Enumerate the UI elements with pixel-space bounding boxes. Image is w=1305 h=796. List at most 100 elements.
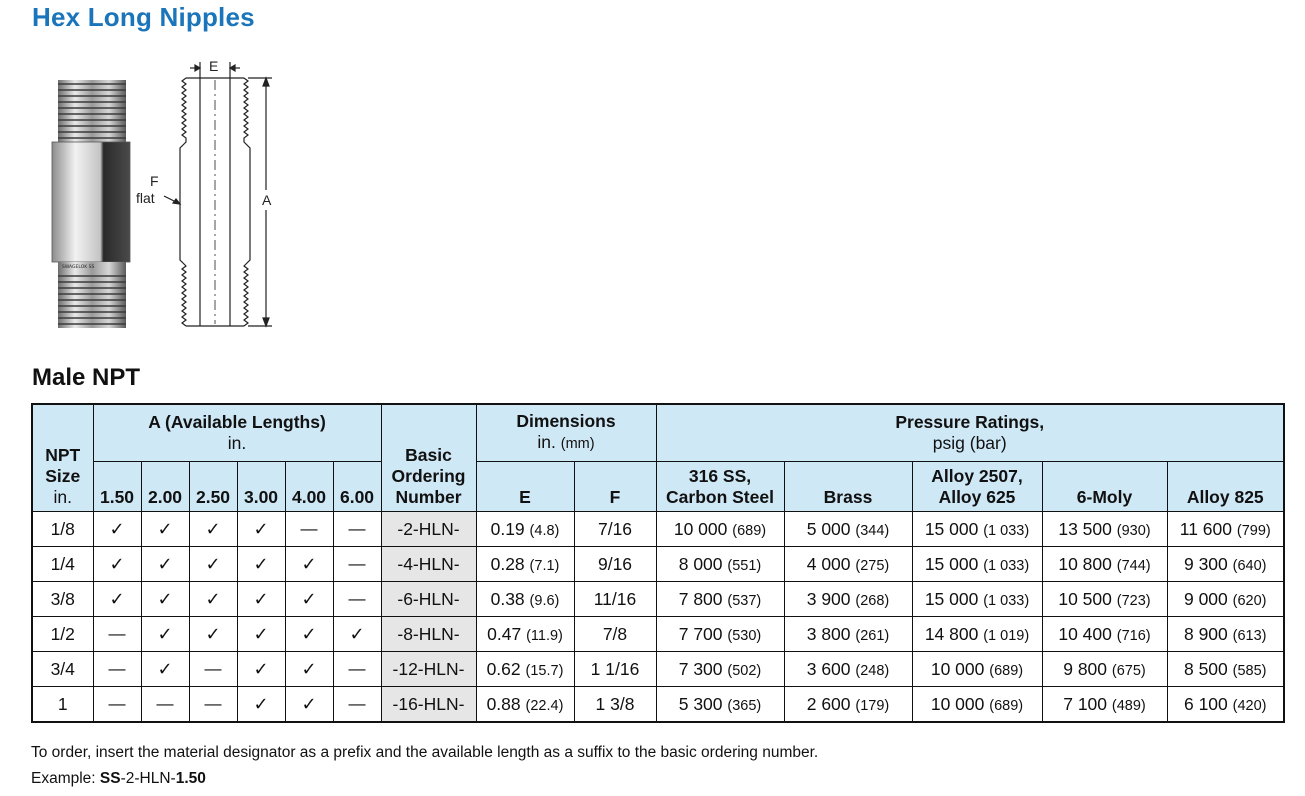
dimension-f-cell: 1 3/8 bbox=[573, 686, 657, 723]
npt-size-cell: 3/8 bbox=[31, 581, 94, 617]
npt-size-cell: 1/8 bbox=[31, 511, 94, 547]
length-availability-cell: — bbox=[188, 686, 238, 723]
pressure-rating-cell: 9 300 (640) bbox=[1166, 546, 1285, 582]
pressure-rating-cell: 7 300 (502) bbox=[655, 651, 785, 687]
pressure-rating-cell: 8 500 (585) bbox=[1166, 651, 1285, 687]
dimension-f-cell: 7/16 bbox=[573, 511, 657, 547]
length-availability-cell: — bbox=[332, 686, 382, 723]
length-availability-cell: ✓ bbox=[284, 546, 334, 582]
pressure-rating-cell: 15 000 (1 033) bbox=[911, 511, 1043, 547]
basic-ordering-number-cell: -12-HLN- bbox=[380, 651, 477, 687]
page-title: Hex Long Nipples bbox=[32, 2, 255, 32]
header-length: 2.00 bbox=[140, 461, 190, 512]
header-dimensions: Dimensions in. (mm) bbox=[475, 403, 657, 462]
dimension-f-cell: 9/16 bbox=[573, 546, 657, 582]
length-availability-cell: ✓ bbox=[236, 511, 286, 547]
length-availability-cell: — bbox=[188, 651, 238, 687]
length-availability-cell: — bbox=[284, 511, 334, 547]
pressure-rating-cell: 3 800 (261) bbox=[783, 616, 913, 652]
header-pressure-316ss: 316 SS, Carbon Steel bbox=[655, 461, 785, 512]
pressure-rating-cell: 9 800 (675) bbox=[1041, 651, 1168, 687]
length-availability-cell: ✓ bbox=[188, 546, 238, 582]
header-pressure-6-moly: 6-Moly bbox=[1041, 461, 1168, 512]
dimension-e-cell: 0.62 (15.7) bbox=[475, 651, 575, 687]
length-availability-cell: ✓ bbox=[140, 546, 190, 582]
pressure-rating-cell: 10 800 (744) bbox=[1041, 546, 1168, 582]
header-pressure-ratings: Pressure Ratings, psig (bar) bbox=[655, 403, 1285, 462]
hex-long-nipple-drawing bbox=[163, 62, 272, 328]
dimension-f-cell: 11/16 bbox=[573, 581, 657, 617]
dimension-e-cell: 0.28 (7.1) bbox=[475, 546, 575, 582]
table-row: 1/4 ✓ ✓ ✓ ✓ ✓ — -4-HLN- 0.28 (7.1) 9/16 8 000 (551… bbox=[31, 546, 1285, 582]
npt-size-cell: 1/2 bbox=[31, 616, 94, 652]
pressure-rating-cell: 8 000 (551) bbox=[655, 546, 785, 582]
length-availability-cell: ✓ bbox=[284, 686, 334, 723]
length-availability-cell: ✓ bbox=[92, 581, 142, 617]
length-availability-cell: ✓ bbox=[236, 651, 286, 687]
length-availability-cell: ✓ bbox=[188, 511, 238, 547]
ordering-example: Example: SS-2-HLN-1.50 bbox=[31, 770, 206, 787]
basic-ordering-number-cell: -6-HLN- bbox=[380, 581, 477, 617]
dimension-f-cell: 7/8 bbox=[573, 616, 657, 652]
a-label: A bbox=[262, 192, 272, 208]
length-availability-cell: ✓ bbox=[236, 686, 286, 723]
dimension-e-cell: 0.38 (9.6) bbox=[475, 581, 575, 617]
pressure-rating-cell: 14 800 (1 019) bbox=[911, 616, 1043, 652]
pressure-rating-cell: 5 300 (365) bbox=[655, 686, 785, 723]
spec-table-body: 1/8 ✓ ✓ ✓ ✓ — — -2-HLN- 0.19 (4.8) 7/16 10 000 (68… bbox=[31, 511, 1285, 723]
length-availability-cell: ✓ bbox=[140, 511, 190, 547]
length-availability-cell: ✓ bbox=[92, 511, 142, 547]
header-dimension-e: E bbox=[475, 461, 575, 512]
header-pressure-alloy-825: Alloy 825 bbox=[1166, 461, 1285, 512]
dimension-e-cell: 0.19 (4.8) bbox=[475, 511, 575, 547]
header-dimension-f: F bbox=[573, 461, 657, 512]
length-availability-cell: — bbox=[332, 546, 382, 582]
length-availability-cell: ✓ bbox=[140, 616, 190, 652]
header-basic-ordering-number: Basic Ordering Number bbox=[380, 403, 477, 512]
hex-long-nipple-photo: SWAGELOK SS bbox=[51, 80, 131, 328]
pressure-rating-cell: 10 400 (716) bbox=[1041, 616, 1168, 652]
section-heading: Male NPT bbox=[32, 364, 141, 391]
length-availability-cell: — bbox=[92, 686, 142, 723]
length-availability-cell: ✓ bbox=[284, 616, 334, 652]
length-availability-cell: ✓ bbox=[332, 616, 382, 652]
header-length: 6.00 bbox=[332, 461, 382, 512]
basic-ordering-number-cell: -2-HLN- bbox=[380, 511, 477, 547]
pressure-rating-cell: 13 500 (930) bbox=[1041, 511, 1168, 547]
length-availability-cell: ✓ bbox=[188, 616, 238, 652]
table-row: 1/2— ✓ ✓ ✓ ✓ ✓ -8-HLN- 0.47 (11.9) 7/8 7 700 (530… bbox=[31, 616, 1285, 652]
pressure-rating-cell: 7 100 (489) bbox=[1041, 686, 1168, 723]
pressure-rating-cell: 15 000 (1 033) bbox=[911, 546, 1043, 582]
length-availability-cell: ✓ bbox=[236, 616, 286, 652]
header-npt-size: NPT Size in. bbox=[31, 403, 94, 512]
pressure-rating-cell: 15 000 (1 033) bbox=[911, 581, 1043, 617]
header-pressure-alloy-2507: Alloy 2507, Alloy 625 bbox=[911, 461, 1043, 512]
e-label: E bbox=[209, 58, 218, 74]
ordering-note: To order, insert the material designator… bbox=[31, 744, 819, 761]
table-row: 1/8 ✓ ✓ ✓ ✓ — — -2-HLN- 0.19 (4.8) 7/16 10 000 (68… bbox=[31, 511, 1285, 547]
length-availability-cell: — bbox=[140, 686, 190, 723]
basic-ordering-number-cell: -4-HLN- bbox=[380, 546, 477, 582]
basic-ordering-number-cell: -8-HLN- bbox=[380, 616, 477, 652]
length-availability-cell: — bbox=[92, 616, 142, 652]
header-available-lengths: A (Available Lengths) in. bbox=[92, 403, 382, 462]
basic-ordering-number-cell: -16-HLN- bbox=[380, 686, 477, 723]
npt-size-cell: 1/4 bbox=[31, 546, 94, 582]
pressure-rating-cell: 10 500 (723) bbox=[1041, 581, 1168, 617]
pressure-rating-cell: 10 000 (689) bbox=[911, 686, 1043, 723]
length-availability-cell: ✓ bbox=[140, 581, 190, 617]
header-pressure-brass: Brass bbox=[783, 461, 913, 512]
pressure-rating-cell: 2 600 (179) bbox=[783, 686, 913, 723]
product-figure: SWAGELOK SS F flat A E bbox=[51, 58, 272, 328]
pressure-rating-cell: 4 000 (275) bbox=[783, 546, 913, 582]
pressure-rating-cell: 3 600 (248) bbox=[783, 651, 913, 687]
pressure-rating-cell: 6 100 (420) bbox=[1166, 686, 1285, 723]
header-length: 2.50 bbox=[188, 461, 238, 512]
length-availability-cell: — bbox=[332, 651, 382, 687]
length-availability-cell: — bbox=[332, 511, 382, 547]
flat-label: flat bbox=[136, 190, 155, 206]
length-availability-cell: ✓ bbox=[140, 651, 190, 687]
table-row: 1— — — ✓ ✓ — -16-HLN- 0.88 (22.4) 1 3/8 5 300 (36… bbox=[31, 686, 1285, 723]
header-length: 4.00 bbox=[284, 461, 334, 512]
spec-table: NPT Size in. A (Available Lengths) in. B… bbox=[31, 403, 1285, 723]
